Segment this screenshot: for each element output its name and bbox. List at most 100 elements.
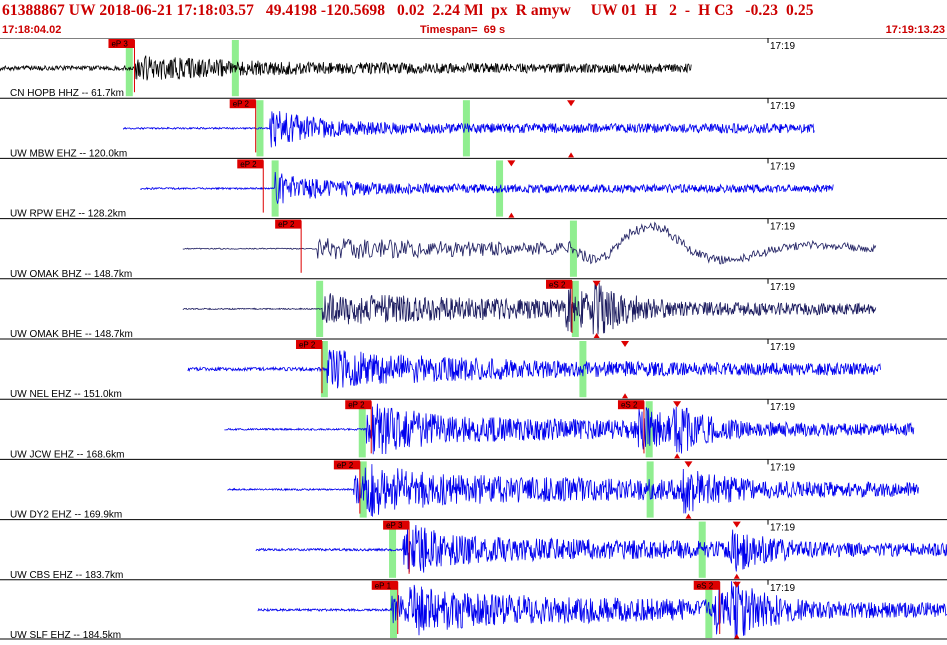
pick-flag[interactable]: eS 2 (617, 400, 644, 410)
arrival-marker-top (732, 521, 741, 528)
event-title: 61388867 UW 2018-06-21 17:18:03.57 49.41… (2, 2, 814, 19)
trace-panel[interactable]: eP 3 17:19 UW CBS EHZ -- 183.7km (0, 519, 947, 581)
pick-label: eP 3 (111, 40, 128, 49)
arrival-marker-bottom (674, 453, 681, 459)
trace-panel[interactable]: eS 2 17:19 UW OMAK BHE -- 148.7km (0, 278, 947, 340)
pick-flag[interactable]: eP 2 (275, 219, 302, 230)
arrival-marker-top (684, 461, 693, 468)
pick-label: eP 2 (278, 220, 295, 229)
waveform-trace (224, 403, 915, 455)
station-label: UW SLF EHZ -- 184.5km (10, 630, 121, 640)
pick-flag[interactable]: eP 1 (371, 580, 398, 591)
pick-flag-box (693, 580, 720, 590)
pick-window (569, 220, 577, 277)
start-time: 17:18:04.02 (2, 24, 62, 36)
time-tick-label: 17:19 (770, 402, 795, 413)
pick-label: eP 2 (299, 341, 316, 350)
pick-flag[interactable]: eP 3 (383, 520, 410, 531)
pick-flag-box (333, 460, 360, 470)
arrival-marker-top (673, 401, 682, 408)
arrival-marker-top (592, 280, 601, 287)
waveform-trace (187, 349, 881, 389)
pick-flag[interactable]: eP 2 (333, 460, 360, 470)
station-label: UW CBS EHZ -- 183.7km (10, 570, 123, 581)
pick-flag-box (545, 279, 572, 289)
arrival-marker-bottom (733, 634, 740, 639)
trace-panel[interactable]: eP 3 17:19 CN HOPB HHZ -- 61.7km (0, 37, 947, 99)
time-tick-label: 17:19 (770, 222, 795, 233)
pick-flag[interactable]: eP 3 (108, 39, 135, 49)
pick-flag-box (383, 520, 410, 530)
waveform-trace (0, 55, 692, 81)
pick-flag-box (345, 400, 372, 410)
seismogram-panels: eP 3 17:19 CN HOPB HHZ -- 61.7km eP 2 17:19 U… (0, 37, 947, 641)
pick-label: eP 2 (240, 160, 257, 169)
pick-window (389, 521, 397, 578)
station-label: CN HOPB HHZ -- 61.7km (10, 88, 124, 99)
time-tick-label: 17:19 (770, 462, 795, 473)
pick-label: eS 2 (621, 401, 638, 410)
arrival-marker-bottom (733, 573, 740, 579)
pick-flag[interactable]: eS 2 (693, 580, 720, 591)
pick-window (271, 160, 279, 217)
pick-flag[interactable]: eP 2 (345, 400, 372, 410)
station-label: UW OMAK BHE -- 148.7km (10, 329, 133, 340)
arrival-marker-top (567, 100, 576, 107)
arrival-marker-bottom (685, 513, 692, 519)
station-label: UW MBW EHZ -- 120.0km (10, 148, 127, 159)
end-time: 17:19:13.23 (885, 24, 945, 36)
pick-flag[interactable]: eS 2 (545, 279, 572, 290)
time-tick-label: 17:19 (770, 342, 795, 353)
header-bar: 61388867 UW 2018-06-21 17:18:03.57 49.41… (0, 0, 947, 38)
waveform-trace (255, 524, 947, 573)
pick-flag-box (229, 99, 256, 109)
arrival-marker-bottom (508, 212, 515, 218)
pick-flag-box (371, 580, 398, 590)
traces-canvas: eP 3 17:19 CN HOPB HHZ -- 61.7km eP 2 17:19 U… (0, 37, 947, 641)
pick-label: eP 1 (375, 581, 392, 590)
pick-flag-box (275, 219, 302, 229)
pick-label: eP 2 (233, 100, 250, 109)
trace-panel[interactable]: eP 2 17:19 UW OMAK BHZ -- 148.7km (0, 218, 947, 280)
arrival-marker-top (621, 341, 630, 347)
pick-flag[interactable]: eP 2 (229, 99, 256, 109)
waveform-trace (122, 111, 815, 148)
pick-window (571, 280, 579, 337)
trace-panel[interactable]: eP 2 eS 2 17:19 UW JCW EHZ -- 168.6km (0, 398, 947, 460)
pick-label: eS 2 (549, 280, 566, 289)
station-label: UW OMAK BHZ -- 148.7km (10, 269, 132, 280)
time-tick-label: 17:19 (770, 161, 795, 172)
station-label: UW DY2 EHZ -- 169.9km (10, 510, 122, 521)
station-label: UW RPW EHZ -- 128.2km (10, 209, 126, 220)
pick-flag-box (617, 400, 644, 410)
pick-label: eP 2 (348, 401, 365, 410)
pick-label: eP 3 (386, 521, 403, 530)
waveform-trace (227, 464, 919, 517)
station-label: UW JCW EHZ -- 168.6km (10, 449, 124, 460)
waveform-trace (182, 221, 877, 265)
arrival-marker-top (507, 160, 516, 167)
arrival-marker-bottom (568, 152, 575, 158)
time-tick-label: 17:19 (770, 101, 795, 112)
time-tick-label: 17:19 (770, 282, 795, 293)
arrival-marker-bottom (593, 333, 600, 338)
time-tick-label: 17:19 (770, 523, 795, 534)
pick-window (358, 401, 366, 458)
waveform-trace (139, 171, 834, 204)
trace-panel[interactable]: eP 2 17:19 UW MBW EHZ -- 120.0km (0, 97, 947, 159)
waveform-trace (182, 281, 877, 335)
pick-flag-box (237, 159, 264, 169)
pick-label: eP 2 (337, 461, 354, 470)
pick-flag[interactable]: eP 2 (237, 159, 264, 169)
pick-flag[interactable]: eP 2 (295, 340, 322, 350)
arrival-marker-top (732, 581, 741, 588)
pick-label: eS 2 (697, 581, 714, 590)
trace-panel[interactable]: eP 1 eS 2 17:19 UW SLF EHZ -- 184.5km (0, 579, 947, 641)
trace-panel[interactable]: eP 2 17:19 UW RPW EHZ -- 128.2km (0, 157, 947, 220)
trace-panel[interactable]: eP 2 17:19 UW NEL EHZ -- 151.0km (0, 338, 947, 400)
trace-panel[interactable]: eP 2 17:19 UW DY2 EHZ -- 169.9km (0, 458, 947, 521)
arrival-marker-bottom (622, 393, 629, 399)
pick-flag-box (108, 39, 135, 48)
pick-window (579, 341, 587, 398)
timespan-label: Timespan= 69 s (420, 24, 506, 36)
